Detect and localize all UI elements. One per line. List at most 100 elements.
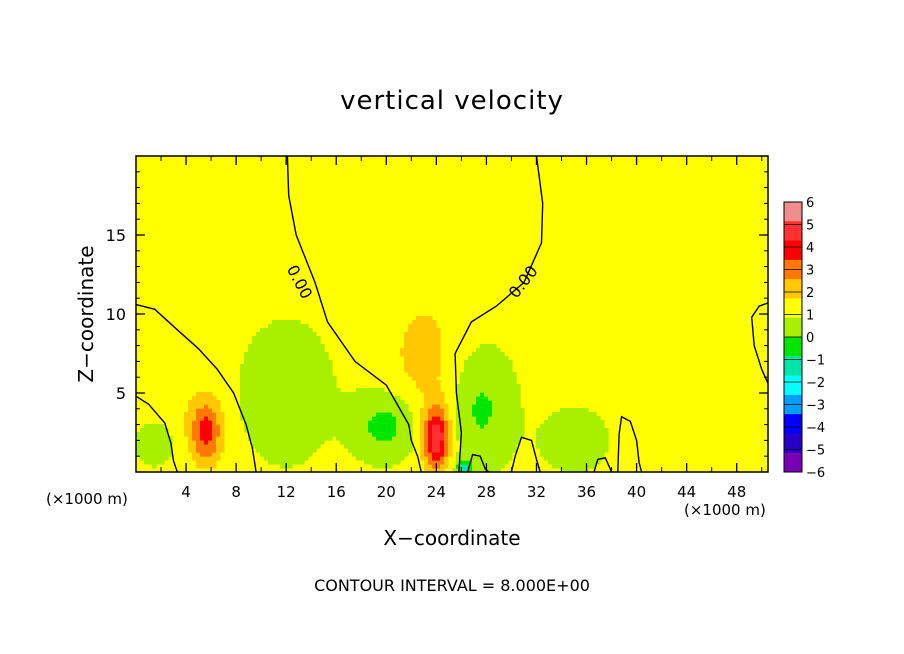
field-cell <box>428 352 433 357</box>
field-cell <box>200 412 205 417</box>
field-cell <box>196 460 201 465</box>
field-cell <box>472 412 477 417</box>
field-cell <box>240 376 245 381</box>
field-cell <box>292 376 297 381</box>
field-cell <box>424 340 429 345</box>
field-cell <box>492 428 497 433</box>
field-cell <box>360 448 365 453</box>
field-cell <box>416 328 421 333</box>
field-cell <box>256 372 261 377</box>
field-cell <box>156 460 161 465</box>
field-cell <box>248 424 253 429</box>
field-cell <box>468 440 473 445</box>
field-cell <box>276 408 281 413</box>
field-cell <box>288 416 293 421</box>
field-cell <box>340 404 345 409</box>
field-cell <box>288 420 293 425</box>
field-cell <box>572 428 577 433</box>
field-cell <box>492 420 497 425</box>
field-cell <box>360 440 365 445</box>
field-cell <box>196 456 201 461</box>
field-cell <box>200 464 205 469</box>
field-cell <box>212 444 217 449</box>
field-cell <box>436 408 441 413</box>
field-cell <box>280 364 285 369</box>
field-cell <box>404 448 409 453</box>
field-cell <box>564 452 569 457</box>
field-cell <box>500 432 505 437</box>
field-cell <box>568 444 573 449</box>
field-cell <box>436 328 441 333</box>
field-cell <box>308 440 313 445</box>
field-cell <box>380 432 385 437</box>
field-cell <box>268 368 273 373</box>
field-cell <box>380 444 385 449</box>
field-cell <box>268 392 273 397</box>
field-cell <box>260 452 265 457</box>
field-cell <box>256 416 261 421</box>
field-cell <box>164 448 169 453</box>
field-cell <box>392 416 397 421</box>
field-cell <box>384 400 389 405</box>
field-cell <box>388 444 393 449</box>
field-cell <box>440 420 445 425</box>
field-cell <box>408 420 413 425</box>
field-cell <box>476 436 481 441</box>
field-cell <box>484 440 489 445</box>
field-cell <box>268 324 273 329</box>
field-cell <box>312 384 317 389</box>
field-cell <box>324 380 329 385</box>
field-cell <box>276 416 281 421</box>
field-cell <box>356 452 361 457</box>
field-cell <box>504 428 509 433</box>
field-cell <box>556 460 561 465</box>
field-cell <box>324 376 329 381</box>
field-cell <box>268 412 273 417</box>
field-cell <box>476 368 481 373</box>
field-cell <box>208 440 213 445</box>
field-cell <box>216 444 221 449</box>
field-cell <box>572 412 577 417</box>
field-cell <box>480 380 485 385</box>
field-cell <box>308 400 313 405</box>
field-cell <box>272 336 277 341</box>
field-cell <box>368 436 373 441</box>
field-cell <box>388 412 393 417</box>
field-cell <box>436 368 441 373</box>
field-cell <box>444 428 449 433</box>
field-cell <box>312 372 317 377</box>
field-cell <box>512 440 517 445</box>
colorbar-swatch <box>784 375 802 396</box>
field-cell <box>260 400 265 405</box>
field-cell <box>556 428 561 433</box>
field-cell <box>432 400 437 405</box>
field-cell <box>432 460 437 465</box>
field-cell <box>508 380 513 385</box>
field-cell <box>336 404 341 409</box>
field-cell <box>364 452 369 457</box>
field-cell <box>204 456 209 461</box>
field-cell <box>488 440 493 445</box>
field-cell <box>244 352 249 357</box>
field-cell <box>288 328 293 333</box>
field-cell <box>244 380 249 385</box>
field-cell <box>272 416 277 421</box>
field-cell <box>336 436 341 441</box>
field-cell <box>508 392 513 397</box>
field-cell <box>360 436 365 441</box>
field-cell <box>144 440 149 445</box>
field-cell <box>280 320 285 325</box>
field-cell <box>308 444 313 449</box>
field-cell <box>280 380 285 385</box>
field-cell <box>440 432 445 437</box>
field-cell <box>332 412 337 417</box>
field-cell <box>252 432 257 437</box>
field-cell <box>284 340 289 345</box>
field-cell <box>432 448 437 453</box>
field-cell <box>368 412 373 417</box>
field-cell <box>280 416 285 421</box>
field-cell <box>280 420 285 425</box>
field-cell <box>284 452 289 457</box>
field-cell <box>260 380 265 385</box>
field-cell <box>316 344 321 349</box>
